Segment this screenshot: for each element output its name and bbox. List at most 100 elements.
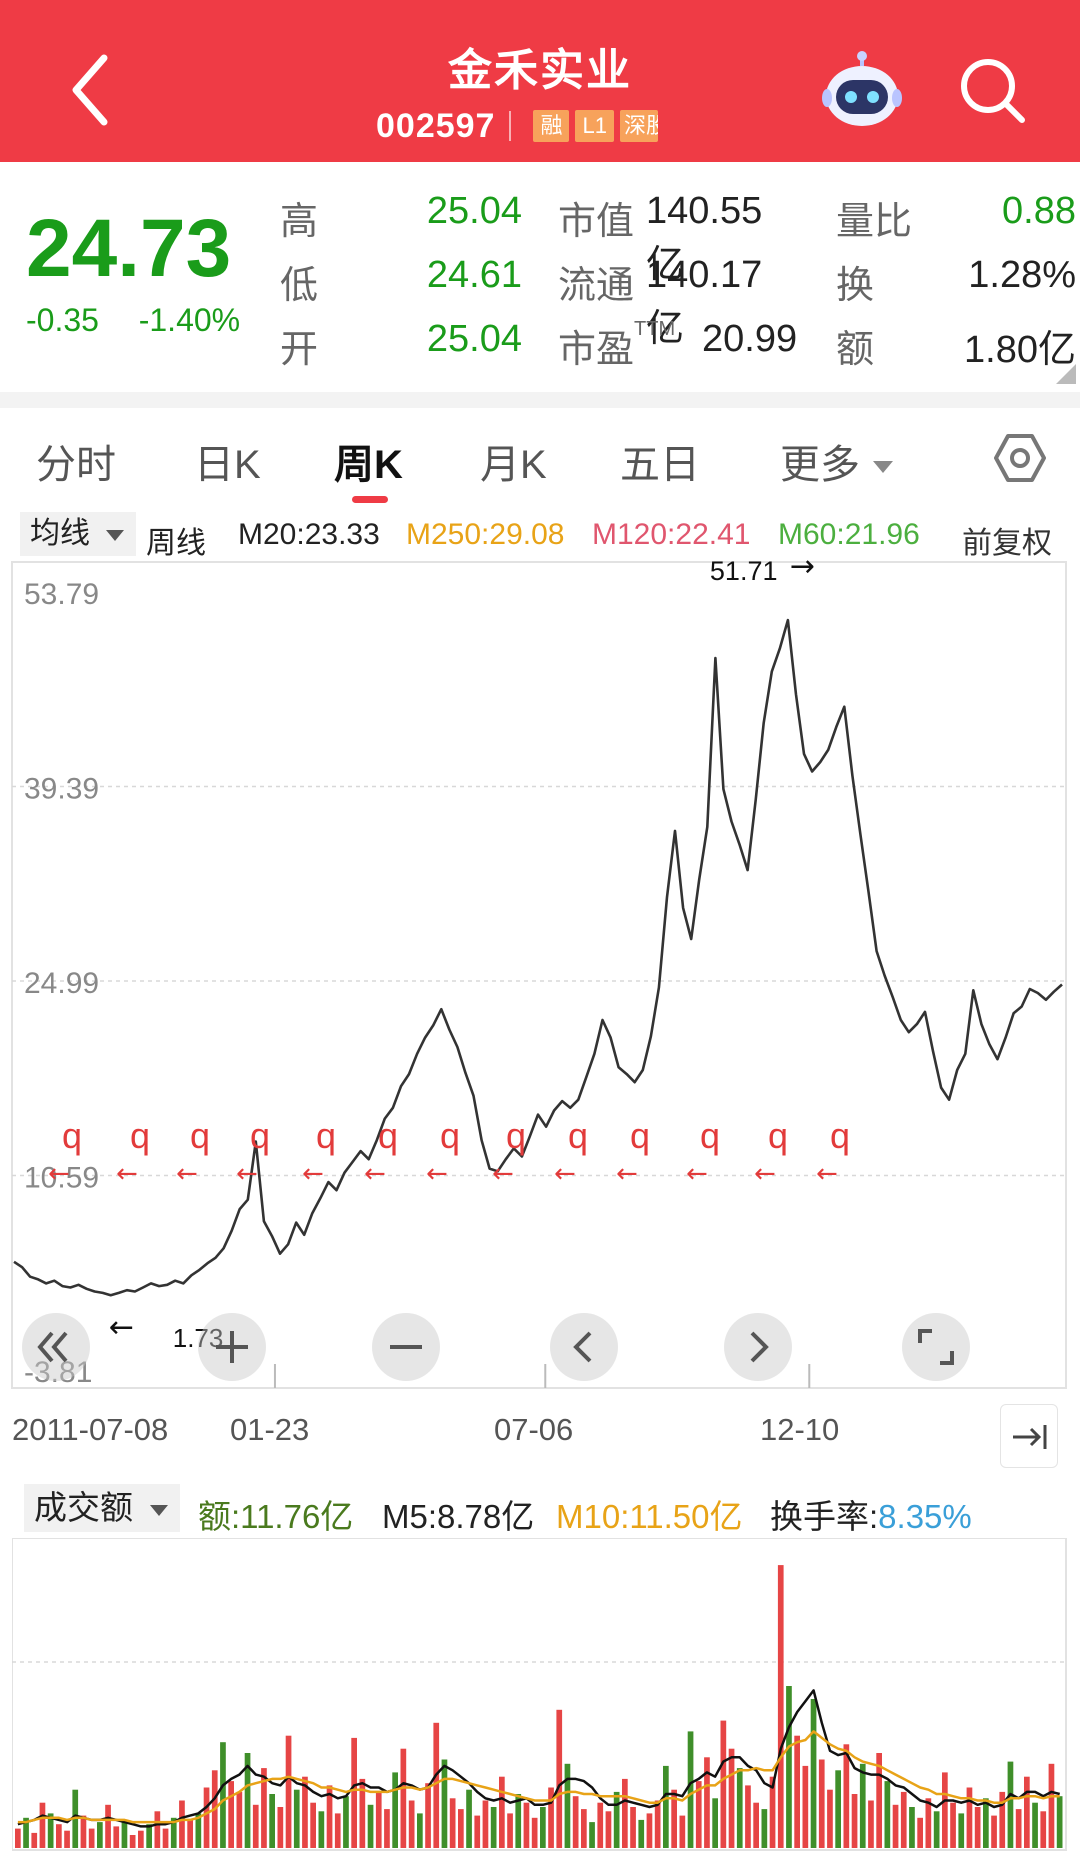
ma-period: 周线	[146, 527, 206, 560]
volume-bar	[203, 1787, 210, 1848]
vol-ratio-label: 量比	[836, 201, 913, 243]
volume-bar	[515, 1794, 522, 1848]
caret-down-icon	[873, 461, 894, 474]
ma-legend-row: 均线 周线 M20:23.33 M250:29.08 M120:22.41 M6…	[0, 508, 1080, 560]
indicator-selector[interactable]: 均线	[20, 512, 137, 556]
volume-m5: M5:8.78亿	[382, 1498, 535, 1535]
volume-bar	[736, 1768, 743, 1848]
volume-bar	[384, 1809, 390, 1848]
volume-bar	[179, 1800, 185, 1848]
event-marker-arrow: ←	[236, 1159, 258, 1189]
volume-m10-line	[17, 1730, 1060, 1824]
event-marker-arrow: ←	[302, 1159, 324, 1189]
back-button[interactable]	[62, 50, 132, 130]
volume-bar	[170, 1817, 177, 1848]
volume-bar	[851, 1794, 858, 1848]
y-tick-label: 53.79	[24, 578, 99, 611]
volume-bar	[195, 1813, 202, 1848]
volume-bar	[630, 1807, 636, 1848]
volume-m10: M10:11.50亿	[556, 1498, 743, 1535]
event-marker: q	[568, 1115, 588, 1156]
price-chart[interactable]: 53.79 39.39 24.99 10.59 -3.81 51.71 → ← 1.73 q ← q ←…	[11, 549, 1068, 1390]
volume-bar	[302, 1776, 308, 1848]
volume-bar	[80, 1815, 87, 1848]
y-tick-label: 24.99	[24, 967, 99, 1000]
volume-bar	[351, 1737, 357, 1848]
event-marker-arrow: ←	[116, 1159, 138, 1189]
x-tick-label: 07-06	[494, 1412, 574, 1447]
tag-level[interactable]: L1	[575, 110, 614, 142]
volume-bar	[704, 1757, 710, 1848]
volume-bar	[1024, 1776, 1030, 1848]
volume-bar	[1032, 1802, 1038, 1848]
search-button[interactable]	[956, 54, 1028, 126]
active-tab-indicator	[352, 496, 388, 503]
volume-bar	[827, 1789, 833, 1848]
tab-more[interactable]: 更多	[780, 432, 895, 490]
volume-bar	[564, 1763, 571, 1848]
expand-corner-icon[interactable]	[1056, 364, 1076, 384]
tag-margin[interactable]: 融	[533, 110, 570, 142]
zoom-in-button[interactable]	[198, 1313, 266, 1381]
volume-bar	[441, 1759, 448, 1848]
volume-bar	[499, 1776, 505, 1848]
tag-connect[interactable]: 深股	[619, 110, 658, 142]
volume-bar	[56, 1824, 62, 1848]
ma-m60: M60:21.96	[778, 518, 920, 551]
volume-bar	[818, 1759, 825, 1848]
event-marker-arrow: ←	[48, 1159, 70, 1189]
volume-chart-canvas	[11, 1537, 1067, 1851]
tab-weekly-k[interactable]: 周K	[334, 443, 403, 487]
volume-bar	[228, 1781, 234, 1848]
tab-monthly-k[interactable]: 月K	[480, 443, 547, 487]
volume-bar	[950, 1802, 956, 1848]
volume-bar	[285, 1735, 292, 1848]
y-tick-label: 10.59	[24, 1162, 99, 1195]
event-marker: q	[630, 1115, 650, 1156]
price-change: -0.35 -1.40%	[26, 302, 240, 339]
event-marker: q	[700, 1115, 720, 1156]
turnover-label: 换	[836, 265, 875, 307]
volume-bar	[269, 1794, 275, 1848]
volume-bar	[490, 1807, 497, 1848]
volume-bar	[507, 1813, 513, 1848]
robot-icon	[822, 51, 902, 126]
zoom-out-all-button[interactable]	[22, 1313, 90, 1381]
amount-label: 额	[836, 329, 875, 371]
volume-bar	[129, 1835, 136, 1848]
volume-bar	[695, 1781, 702, 1848]
volume-bar	[654, 1800, 661, 1848]
volume-chart[interactable]	[11, 1537, 1068, 1854]
float-value: 140.17亿	[646, 254, 763, 350]
tab-daily-k[interactable]: 日K	[194, 443, 261, 487]
adjust-mode-button[interactable]: 前复权	[962, 527, 1052, 560]
volume-bar	[843, 1744, 850, 1848]
plus-icon	[216, 1331, 248, 1363]
chart-settings-button[interactable]	[994, 432, 1046, 484]
volume-bar	[999, 1791, 1006, 1848]
tab-five-day[interactable]: 五日	[620, 443, 700, 487]
fullscreen-button[interactable]	[902, 1313, 970, 1381]
jump-to-latest-button[interactable]	[1000, 1404, 1058, 1468]
quote-panel: 24.73 -0.35 -1.40% 高 25.04 低 24.61 开 25.…	[0, 162, 1080, 392]
volume-bar	[868, 1800, 874, 1848]
volume-bar	[523, 1802, 530, 1848]
event-marker: q	[378, 1115, 398, 1156]
event-marker: q	[768, 1115, 788, 1156]
volume-bar	[900, 1791, 907, 1848]
volume-indicator-selector[interactable]: 成交额	[24, 1484, 181, 1532]
volume-bar	[712, 1798, 718, 1848]
vol-ratio-value: 0.88	[1002, 190, 1076, 232]
volume-frame	[11, 1537, 1067, 1851]
chevron-left-icon	[573, 1331, 592, 1363]
ai-assistant-button[interactable]	[822, 50, 902, 128]
stock-code: 002597	[376, 106, 496, 145]
volume-bar	[581, 1809, 587, 1848]
pan-left-button[interactable]	[550, 1313, 618, 1381]
event-marker-arrow: ←	[754, 1159, 776, 1189]
volume-bar	[466, 1789, 472, 1848]
zoom-out-button[interactable]	[372, 1313, 440, 1381]
volume-bar	[679, 1815, 686, 1848]
pan-right-button[interactable]	[724, 1313, 792, 1381]
tab-intraday[interactable]: 分时	[36, 443, 116, 487]
